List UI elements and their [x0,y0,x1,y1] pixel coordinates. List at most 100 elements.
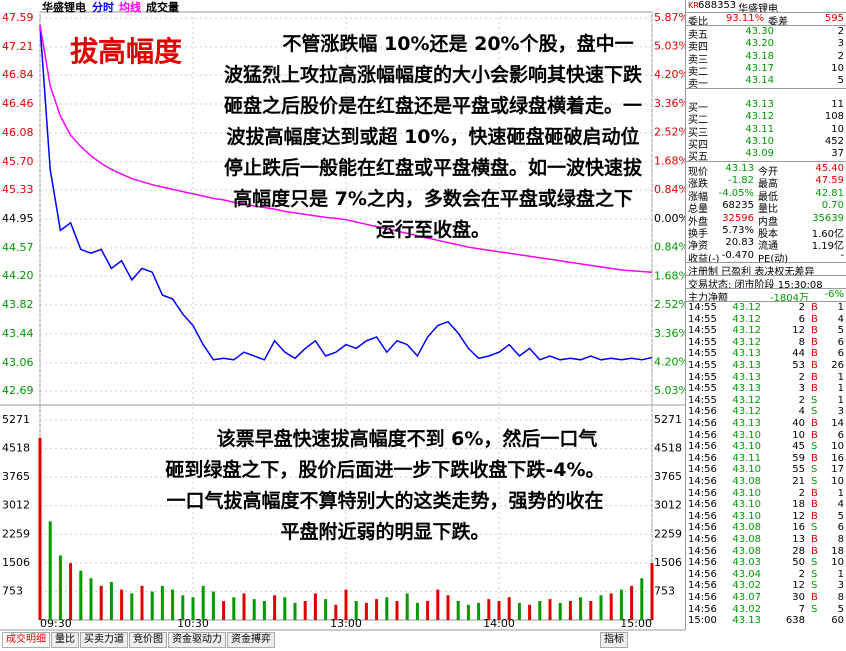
volume-bar [558,602,562,620]
volume-bar [140,585,144,620]
trade-time: 14:55 [688,371,717,383]
trade-count: 1 [837,568,844,580]
trade-count: 5 [837,325,844,337]
trade-count: 4 [837,313,844,325]
volume-bar [109,582,113,620]
stat-label: 收益(-) [688,253,720,265]
stat-value: 68235 [722,200,754,212]
book-volume: 5 [837,75,844,87]
book-volume: 10 [831,62,844,74]
trade-side: S [811,464,818,476]
volume-bar [630,585,634,620]
code-prefix: KR [688,1,699,10]
tab[interactable]: 成交明细 [2,632,50,648]
volume-bar [436,589,440,620]
volume-bar [262,601,266,620]
stat-value: 45.40 [815,163,844,174]
trade-count: 10 [831,557,844,569]
tab[interactable]: 竞价图 [129,632,167,648]
trade-time: 14:55 [688,394,717,406]
stat-label: PE(动) [758,253,789,265]
tab[interactable]: 量比 [51,632,79,648]
trade-count: 1 [837,371,844,383]
y2-tick-label: 1.68% [654,154,685,167]
tab[interactable]: 买卖力道 [80,632,128,648]
trade-volume: 12 [792,510,805,522]
trade-count: 10 [831,441,844,453]
y2-tick-label: 4.20% [654,68,685,81]
label: 委比 [688,17,708,28]
volume-bar [171,589,175,620]
trade-volume: 2 [798,568,805,580]
y2-tick-label: 3012 [654,499,682,512]
volume-bar [487,599,491,620]
trade-volume: 53 [792,360,805,371]
y-tick-label: 1506 [2,556,30,569]
stat-label: 现价 [688,167,708,178]
separator [686,288,846,289]
trade-count: 60 [831,615,844,627]
label: 委差 [768,17,788,28]
book-label: 买三 [688,127,708,139]
trade-side: S [811,406,818,418]
volume-bar [456,601,460,620]
book-label: 买一 [688,103,708,114]
trade-price: 43.13 [732,418,761,429]
price-line [39,24,653,361]
indicator-tab[interactable]: 指标 [600,632,628,648]
stat-label: 内盘 [758,216,778,228]
tags: 注册制 已盈利 表决权无差异 [688,267,815,278]
trade-volume: 13 [792,534,805,545]
trade-time: 14:55 [688,348,717,360]
trade-volume: 8 [798,336,805,348]
volume-bar [222,601,226,620]
y-tick-label: 44.20 [2,269,34,282]
volume-bar [415,602,419,620]
tab[interactable]: 资金搏弈 [227,632,275,648]
y-tick-label: 5271 [2,413,30,426]
trade-price: 43.13 [732,371,761,383]
book-volume: 10 [831,123,844,135]
separator [686,161,846,162]
trade-time: 14:55 [688,383,717,395]
book-label: 卖三 [688,54,708,66]
stat-value: 35639 [812,212,844,224]
volume-bar [283,597,287,620]
book-label: 卖二 [688,66,708,78]
tab[interactable]: 资金驱动力 [168,632,226,648]
trade-count: 8 [837,592,844,603]
volume-bar [507,597,511,620]
y2-tick-label: 4518 [654,442,682,455]
y-tick-label: 45.33 [2,183,34,196]
trade-price: 43.10 [732,429,761,441]
book-price: 43.17 [745,62,774,74]
y2-tick-label: 2.52% [654,126,685,139]
trade-volume: 55 [792,464,805,476]
book-volume: 108 [824,111,844,123]
stat-value: 1.60亿 [811,229,844,240]
stat-label: 最高 [758,179,778,191]
trade-side: B [811,325,818,337]
y-tick-label: 47.21 [2,40,34,53]
volume-bar [568,601,572,620]
trade-count: 1 [837,302,844,313]
volume-bar [446,595,450,620]
stat-label: 最低 [758,191,778,203]
book-volume: 452 [824,135,844,147]
book-price: 43.18 [745,50,774,62]
stat-label: 净资 [688,241,708,253]
volume-bar [344,589,348,620]
trade-volume: 6 [798,313,805,325]
trade-time: 14:56 [688,568,717,580]
volume-bar [201,585,205,620]
y2-tick-label: 3765 [654,470,682,483]
trade-price: 43.11 [732,452,761,464]
trade-price: 43.13 [732,383,761,395]
trade-side: B [811,336,818,348]
volume-bar [242,593,246,620]
trade-side: S [811,580,818,592]
stat-value: 0.70 [821,200,844,212]
trade-side: S [811,394,818,406]
trade-volume: 30 [792,592,805,603]
trade-time: 14:56 [688,534,717,545]
